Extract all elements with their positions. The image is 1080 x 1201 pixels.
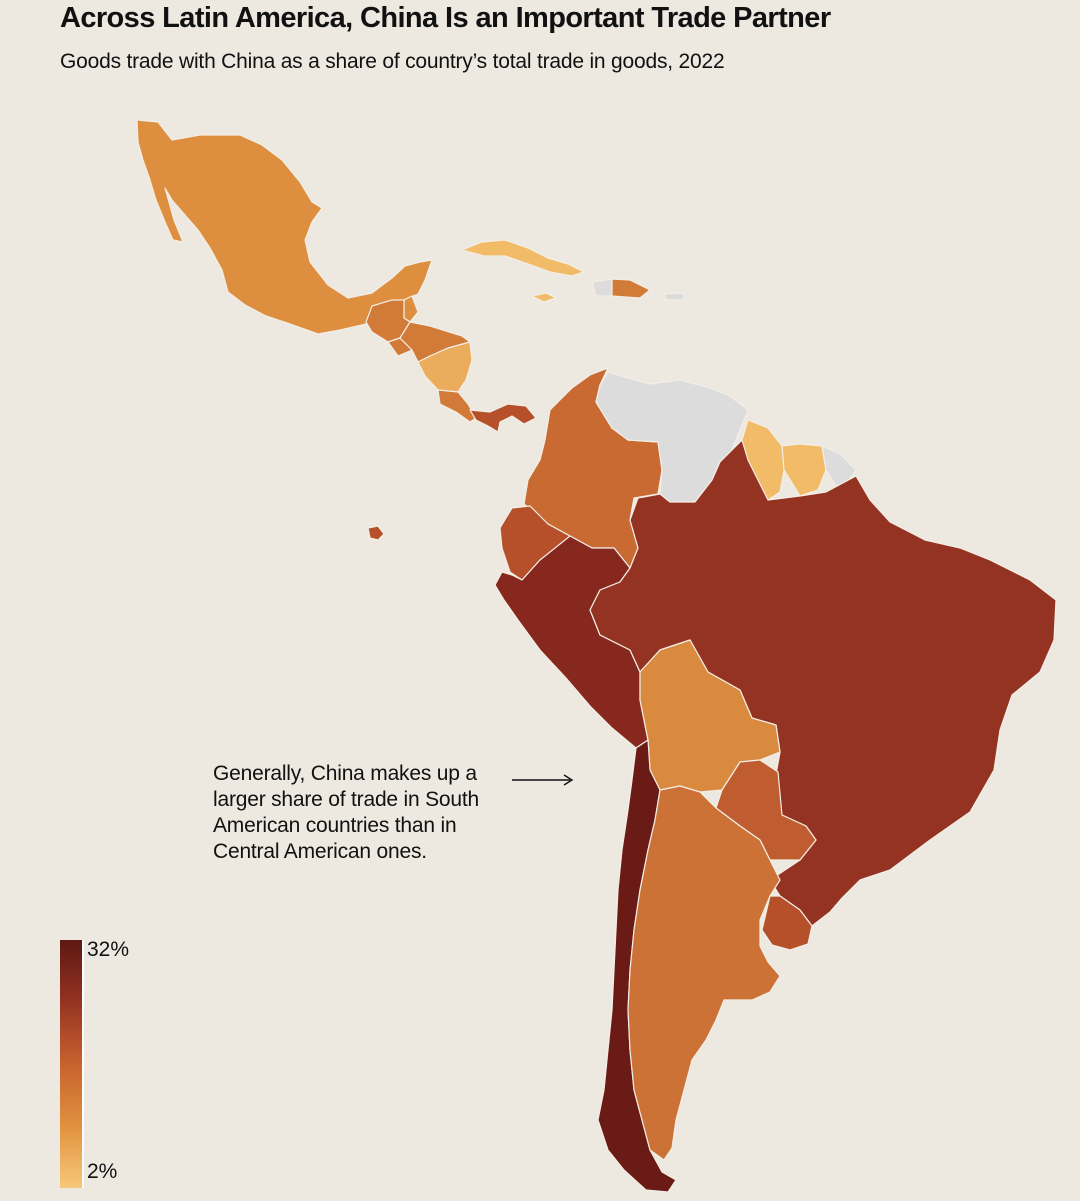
region-uruguay	[761, 895, 813, 951]
legend-max-label: 32%	[87, 938, 130, 961]
region-suriname	[781, 443, 827, 497]
region-belize	[403, 295, 419, 323]
region-puerto-rico	[663, 292, 685, 301]
region-jamaica	[531, 292, 557, 303]
map-annotation: Generally, China makes up a larger share…	[213, 762, 479, 863]
region-dominican-republic	[611, 278, 651, 299]
annotation-arrow-icon	[512, 774, 574, 786]
legend-color-scale	[60, 940, 84, 1188]
region-costa-rica	[437, 389, 477, 423]
region-galapagos	[367, 525, 385, 541]
region-haiti	[591, 278, 613, 297]
region-cuba	[461, 239, 585, 277]
region-nicaragua	[417, 341, 473, 393]
chart-title: Across Latin America, China Is an Import…	[60, 2, 831, 34]
legend-min-label: 2%	[87, 1160, 118, 1183]
region-panama	[469, 403, 537, 433]
chart-subtitle: Goods trade with China as a share of cou…	[60, 50, 725, 73]
region-argentina	[627, 785, 781, 1161]
